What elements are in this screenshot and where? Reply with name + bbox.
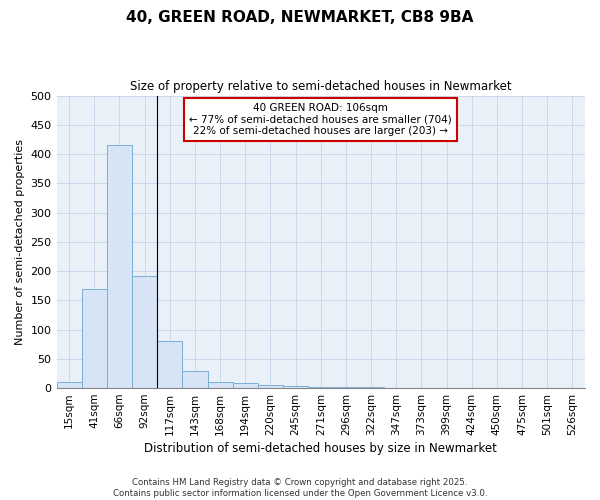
Bar (334, 387, 359, 388)
Title: Size of property relative to semi-detached houses in Newmarket: Size of property relative to semi-detach… (130, 80, 512, 93)
Bar (56, 382, 82, 388)
Text: Contains HM Land Registry data © Crown copyright and database right 2025.
Contai: Contains HM Land Registry data © Crown c… (113, 478, 487, 498)
Text: 40 GREEN ROAD: 106sqm
← 77% of semi-detached houses are smaller (704)
22% of sem: 40 GREEN ROAD: 106sqm ← 77% of semi-deta… (190, 103, 452, 136)
Bar (258, 385, 283, 388)
Bar (308, 387, 334, 388)
Bar (233, 384, 258, 388)
Bar (208, 382, 233, 388)
Bar (107, 146, 132, 388)
Bar (182, 370, 208, 388)
Bar (82, 288, 107, 388)
X-axis label: Distribution of semi-detached houses by size in Newmarket: Distribution of semi-detached houses by … (145, 442, 497, 455)
Text: 40, GREEN ROAD, NEWMARKET, CB8 9BA: 40, GREEN ROAD, NEWMARKET, CB8 9BA (127, 10, 473, 25)
Y-axis label: Number of semi-detached properties: Number of semi-detached properties (15, 139, 25, 345)
Bar (157, 342, 182, 388)
Bar (132, 276, 157, 388)
Bar (283, 386, 308, 388)
